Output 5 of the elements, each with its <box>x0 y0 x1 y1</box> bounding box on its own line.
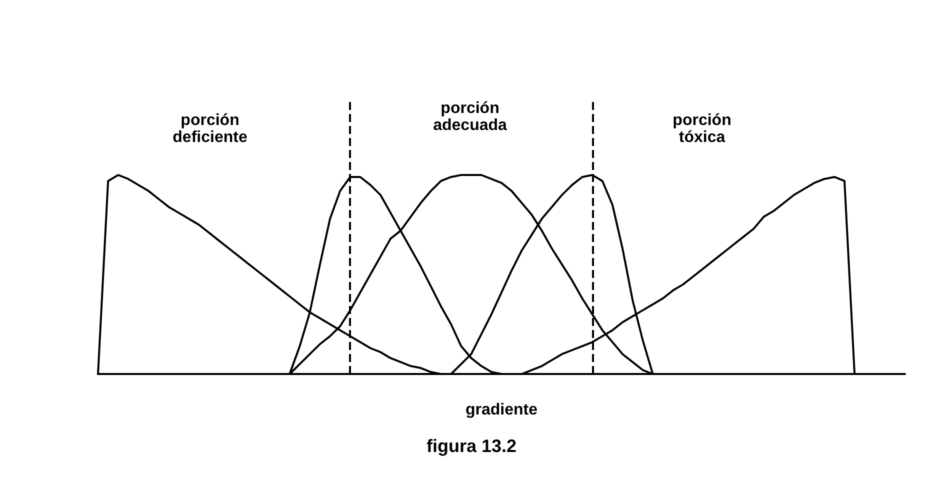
text: porción adecuada <box>433 100 508 134</box>
x-axis-title: gradiente <box>465 402 538 418</box>
text: figura 13.2 <box>426 436 517 456</box>
text: porción deficiente <box>172 112 248 146</box>
text: porción tóxica <box>672 112 732 146</box>
